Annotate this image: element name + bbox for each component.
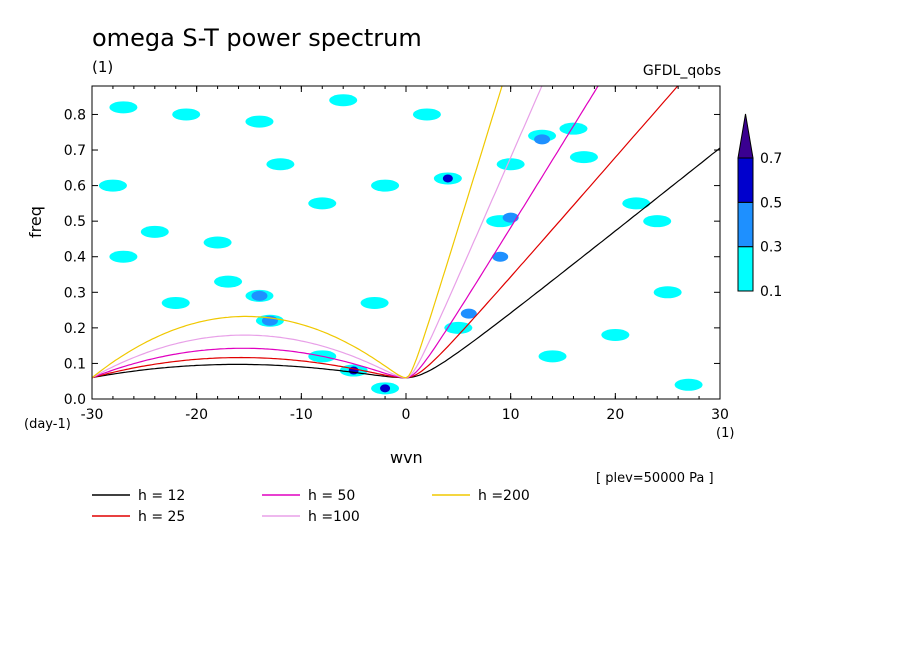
x-tick-label: 10 (502, 407, 520, 423)
y-tick-label: 0.7 (64, 143, 86, 159)
y-tick-label: 0.8 (64, 107, 86, 123)
contour-patch (172, 108, 201, 121)
contour-patch (266, 158, 295, 171)
contour-patch (251, 290, 268, 301)
contour-patch (492, 251, 509, 262)
dispersion-curve (92, 147, 720, 379)
dispersion-curve (92, 86, 543, 379)
y-tick-label: 0.5 (64, 214, 86, 230)
contour-patch (601, 328, 630, 341)
contour-patch (161, 296, 190, 309)
legend-label: h =100 (308, 509, 360, 525)
plot-area (92, 86, 720, 395)
dispersion-curve (92, 86, 503, 379)
y-tick-label: 0.1 (64, 356, 86, 372)
contour-patch (380, 384, 391, 393)
x-tick-label: -30 (81, 407, 104, 423)
contour-patch (444, 321, 473, 334)
contour-patch (534, 134, 551, 145)
contour-patch (98, 179, 127, 192)
y-tick-label: 0.2 (64, 321, 86, 337)
contour-patch (214, 275, 243, 288)
y-tick-label: 0.4 (64, 250, 86, 266)
colorbar-label: 0.7 (760, 151, 782, 167)
x-axis-label: wvn (390, 448, 423, 467)
contour-patch (371, 179, 400, 192)
colorbar-label: 0.3 (760, 240, 782, 256)
y-tick-label: 0.6 (64, 179, 86, 195)
contour-patch (360, 296, 389, 309)
contour-patch (140, 225, 169, 238)
x-tick-label: 0 (402, 407, 411, 423)
colorbar-segment (737, 246, 754, 292)
source-label: GFDL_qobs (642, 63, 721, 79)
colorbar-extend-arrow (737, 113, 754, 159)
pressure-level-annotation: [ plev=50000 Pa ] (596, 471, 714, 486)
contour-patch (653, 286, 682, 299)
contour-patch (203, 236, 232, 249)
contour-patch (538, 350, 567, 363)
contour-patch (496, 158, 525, 171)
y-tick-label: 0.0 (64, 392, 86, 408)
legend-label: h = 12 (138, 488, 185, 504)
colorbar-label: 0.1 (760, 284, 782, 300)
x-tick-label: 30 (711, 407, 729, 423)
contour-patch (109, 250, 138, 263)
legend-label: h = 25 (138, 509, 185, 525)
x-tick-label: -20 (185, 407, 208, 423)
contour-patch (559, 122, 588, 135)
contour-patch (329, 94, 358, 107)
contour-patch (308, 197, 337, 210)
contour-patch (643, 215, 672, 228)
contour-patch (674, 378, 703, 391)
y-axis-unit: (day-1) (24, 417, 71, 432)
contour-patch (109, 101, 138, 114)
colorbar-segment (737, 201, 754, 248)
colorbar-label: 0.5 (760, 195, 782, 211)
contour-patch (245, 115, 274, 128)
chart-title: omega S-T power spectrum (92, 24, 422, 52)
contour-patch (460, 308, 477, 319)
contour-patch (622, 197, 651, 210)
dispersion-curve (92, 86, 599, 379)
y-tick-label: 0.3 (64, 285, 86, 301)
legend-label: h =200 (478, 488, 530, 504)
x-tick-label: -10 (290, 407, 313, 423)
contour-patch (412, 108, 441, 121)
colorbar-segment (737, 157, 754, 203)
x-axis-unit: (1) (716, 426, 735, 441)
contour-patch (442, 174, 453, 183)
x-tick-label: 20 (606, 407, 624, 423)
legend-label: h = 50 (308, 488, 355, 504)
chart-unit-label: (1) (92, 58, 114, 76)
contour-patch (569, 151, 598, 164)
